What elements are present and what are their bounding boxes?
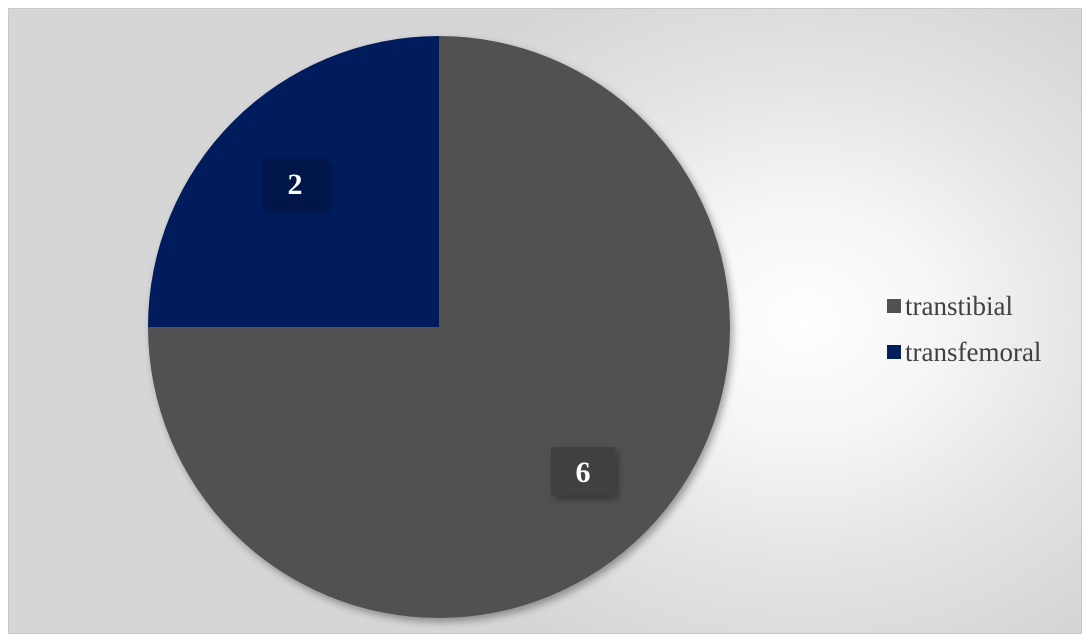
legend-item-transfemoral: transfemoral [887,329,1041,375]
data-label-value-transtibial: 6 [576,456,591,489]
legend-swatch-transfemoral [887,345,901,359]
data-label-value-transfemoral: 2 [287,168,302,201]
legend: transtibial transfemoral [887,283,1041,375]
pie-data-labels: 62 [262,158,616,496]
pie-slices [148,36,730,618]
legend-label-transfemoral: transfemoral [905,336,1042,367]
data-label-transfemoral: 2 [262,158,327,207]
data-label-transtibial: 6 [551,447,616,496]
legend-item-transtibial: transtibial [887,283,1041,329]
legend-swatch-transtibial [887,299,901,313]
data-label-box-transfemoral [262,158,327,207]
data-label-box-transtibial [551,447,616,496]
legend-label-transtibial: transtibial [905,290,1013,321]
pie-chart: 62 [148,36,730,618]
